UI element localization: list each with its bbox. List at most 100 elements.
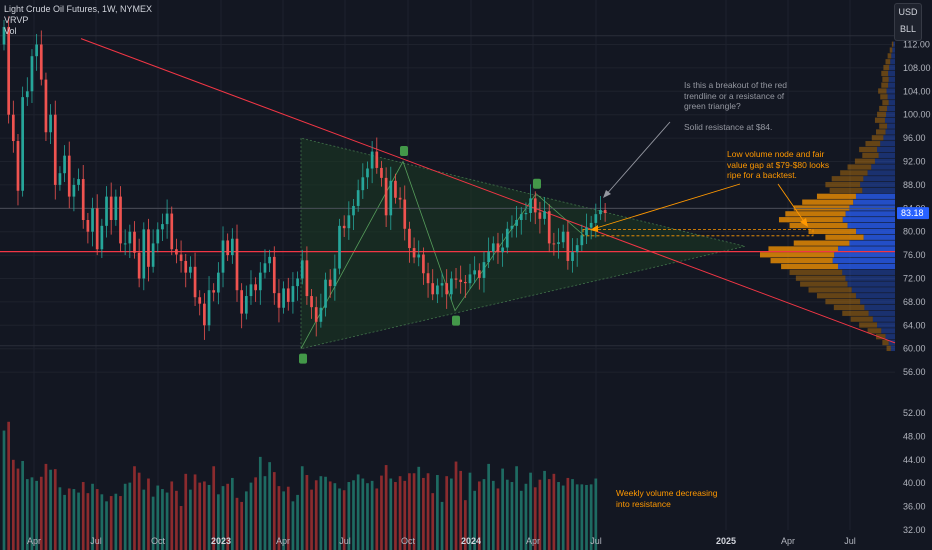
volume-profile-down-bar: [881, 70, 889, 77]
volume-label[interactable]: Vol: [4, 26, 17, 36]
candle: [296, 278, 299, 287]
volume-bar: [21, 460, 24, 550]
volume-bar: [193, 474, 197, 550]
volume-bar: [305, 475, 309, 550]
volume-bar: [114, 493, 118, 550]
price-axis[interactable]: 112.00 108.00 104.00 100.00 96.00 92.00 88.00 8…: [897, 40, 931, 378]
volume-bar: [422, 477, 425, 550]
candle: [394, 180, 397, 198]
volume-profile-up-bar: [891, 53, 895, 59]
volume-profile-up-bar: [880, 141, 895, 147]
volume-profile-down-bar: [829, 187, 863, 194]
volume-profile-up-bar: [868, 310, 895, 316]
volume-bar: [58, 487, 62, 550]
candle: [333, 268, 337, 287]
volume-profile-down-bar: [886, 345, 891, 352]
volume-profile-down-bar: [877, 111, 887, 118]
volume-bar: [226, 483, 230, 550]
volume-bar: [338, 488, 341, 550]
candle: [286, 288, 290, 302]
volume-bar: [100, 494, 104, 550]
volume-bar: [25, 479, 29, 550]
candle: [412, 248, 416, 258]
volume-bar: [491, 480, 495, 550]
candle: [477, 270, 481, 278]
volume-bar: [398, 476, 402, 550]
volume-profile-down-bar: [871, 135, 884, 141]
volume-profile-up-bar: [893, 41, 895, 47]
candle: [552, 243, 556, 245]
price-tick-label: 64.00: [903, 320, 926, 330]
candle: [468, 274, 472, 284]
volume-profile-up-bar: [845, 275, 895, 281]
volume-profile-up-bar: [847, 222, 895, 229]
volume-bar: [240, 501, 244, 550]
volume-bar: [361, 478, 365, 550]
volume-bar: [254, 477, 257, 550]
volume-bar: [356, 474, 360, 550]
candle: [25, 91, 29, 98]
indicator-label[interactable]: VRVP: [4, 15, 29, 25]
candle: [100, 225, 104, 250]
candle: [538, 212, 542, 219]
breakout-annotation: Is this a breakout of the red trendline …: [684, 80, 788, 132]
time-tick-label: Jul: [844, 536, 856, 546]
volume-profile-down-bar: [867, 328, 882, 334]
volume-profile-up-bar: [877, 146, 895, 153]
volume-profile-up-bar: [887, 105, 895, 112]
candle: [114, 196, 118, 220]
candle: [533, 198, 537, 213]
volume-tick-label: 52.00: [903, 408, 926, 418]
volume-bars: [2, 421, 598, 550]
candle: [450, 278, 453, 295]
volume-bar: [296, 494, 299, 550]
volume-bar: [156, 485, 160, 550]
symbol-title[interactable]: Light Crude Oil Futures, 1W, NYMEX: [4, 4, 153, 14]
candle: [193, 266, 197, 298]
volume-node-annotation: Low volume node and fair value gap at $7…: [727, 149, 830, 180]
candle: [105, 196, 108, 226]
candle: [585, 227, 588, 236]
candle: [375, 151, 379, 168]
volume-tick-label: 32.00: [903, 525, 926, 535]
candle: [314, 307, 318, 322]
volume-tick-label: 44.00: [903, 455, 926, 465]
volume-profile-up-bar: [864, 304, 895, 311]
volume-profile-down-bar: [880, 94, 888, 100]
volume-profile-up-bar: [834, 252, 895, 258]
candle: [291, 286, 295, 302]
candle: [133, 231, 136, 253]
volume-profile-down-bar: [800, 281, 848, 287]
volume-profile-down-bar: [770, 258, 833, 264]
time-axis[interactable]: Apr Jul Oct 2023 Apr Jul Oct 2024 Apr Jul 2025 Apr J…: [27, 536, 856, 546]
volume-bar: [431, 493, 435, 550]
time-tick-label: Apr: [781, 536, 795, 546]
candle: [436, 285, 439, 295]
volume-profile-up-bar: [892, 47, 895, 53]
volume-bar: [44, 463, 48, 550]
volume-bar: [189, 489, 192, 550]
volume-bar: [203, 481, 206, 550]
volume-bar: [72, 489, 76, 550]
time-tick-label: Jul: [590, 536, 602, 546]
breakout-arrow: [604, 121, 671, 197]
candle: [463, 282, 467, 284]
candle: [515, 220, 518, 226]
candle: [557, 242, 560, 244]
volume-bar: [11, 459, 15, 550]
volume-profile-up-bar: [860, 298, 895, 305]
volume-bar: [291, 501, 295, 550]
candle: [505, 228, 509, 248]
volume-profile-up-bar: [853, 199, 895, 205]
time-tick-label: 2024: [461, 536, 481, 546]
volume-bar: [519, 490, 523, 550]
candle: [384, 177, 388, 216]
currency-label: USD: [898, 7, 918, 17]
currency-unit-selector[interactable]: USD BLL: [894, 3, 922, 41]
time-tick-label: Apr: [526, 536, 540, 546]
volume-bar: [580, 484, 584, 550]
node-arrow-left: [592, 183, 741, 230]
price-tick-label: 76.00: [903, 250, 926, 260]
candle: [240, 290, 244, 314]
